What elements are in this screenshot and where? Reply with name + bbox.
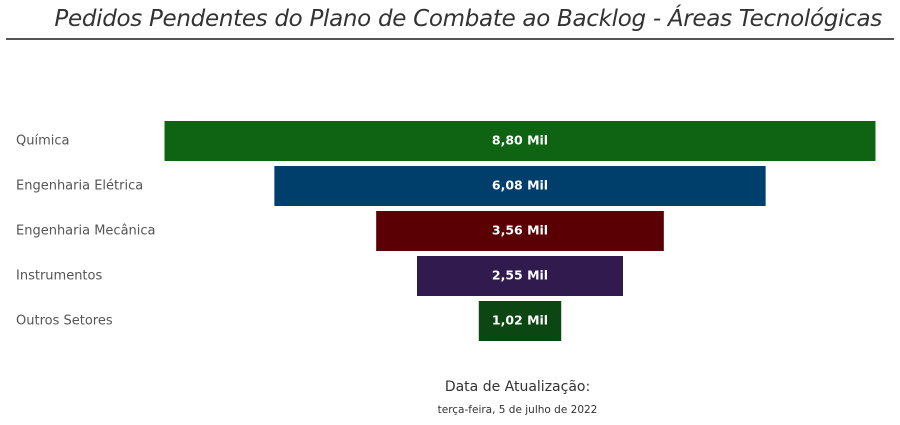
funnel-bar[interactable] [478, 301, 562, 341]
data-label: 2,55 Mil [492, 268, 548, 283]
page-title: Pedidos Pendentes do Plano de Combate ao… [54, 6, 882, 32]
category-label: Engenharia Elétrica [16, 179, 143, 194]
data-label: 8,80 Mil [492, 133, 548, 148]
category-label: Química [16, 134, 69, 149]
funnel-bar[interactable] [416, 256, 624, 296]
category-label: Outros Setores [16, 314, 113, 329]
title-divider [6, 38, 894, 40]
update-label: Data de Atualização: [444, 379, 591, 395]
funnel-bar[interactable] [274, 166, 766, 206]
funnel-bar[interactable] [164, 121, 876, 161]
category-label: Engenharia Mecânica [16, 224, 156, 239]
data-label: 6,08 Mil [492, 178, 548, 193]
category-label: Instrumentos [16, 269, 102, 284]
data-label: 3,56 Mil [492, 223, 548, 238]
funnel-bar[interactable] [376, 211, 664, 251]
data-label: 1,02 Mil [492, 313, 548, 328]
update-date: terça-feira, 5 de julho de 2022 [437, 404, 598, 416]
